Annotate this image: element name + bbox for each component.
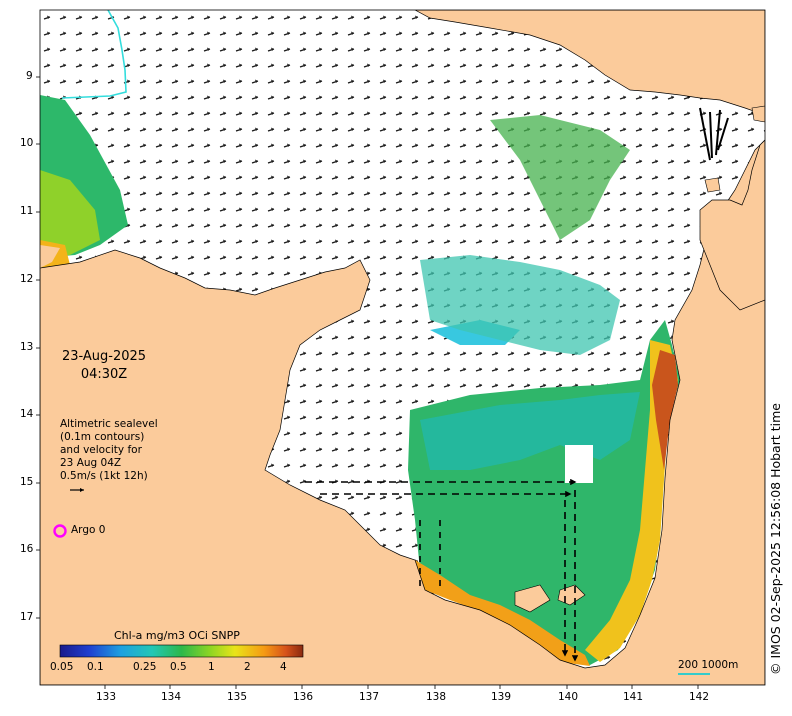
- chlorophyll-coastal-east: [585, 340, 678, 662]
- chlorophyll-central: [420, 255, 620, 355]
- lon-tick: 135: [227, 691, 248, 703]
- land-new-guinea: [414, 10, 765, 116]
- lat-tick: 9: [26, 70, 33, 82]
- velocity-legend-text: Altimetric sealevel (0.1m contours) and …: [60, 418, 158, 483]
- lon-tick: 137: [359, 691, 380, 703]
- lat-tick: 14: [20, 408, 34, 420]
- lat-tick: 11: [20, 205, 34, 217]
- lat-tick: 12: [20, 273, 34, 285]
- colorbar-tick: 0.25: [133, 661, 157, 673]
- river-line: [61, 10, 127, 99]
- argo-float-marker: [53, 524, 67, 538]
- lat-tick: 15: [20, 476, 34, 488]
- lon-tick: 142: [689, 691, 710, 703]
- lon-tick: 136: [293, 691, 314, 703]
- land-australia: [40, 139, 765, 685]
- gulf-current-arrows: [305, 478, 579, 662]
- colorbar-tick: 0.1: [87, 661, 104, 673]
- lat-tick: 13: [20, 341, 34, 353]
- colorbar-tick: 2: [244, 661, 251, 673]
- land-cape-york: [699, 139, 765, 311]
- colorbar-tick: 4: [280, 661, 287, 673]
- lat-tick: 10: [20, 137, 34, 149]
- colorbar-tick: 0.5: [170, 661, 187, 673]
- chlorophyll-high-east: [652, 350, 678, 470]
- axis-tick-marks: [36, 76, 699, 689]
- map-datetime: 23-Aug-2025 04:30Z: [60, 348, 148, 384]
- lat-tick: 17: [20, 611, 34, 623]
- legend-line: (0.1m contours): [60, 431, 145, 443]
- lon-tick: 138: [426, 691, 447, 703]
- map-date: 23-Aug-2025: [61, 349, 147, 364]
- lon-tick: 133: [96, 691, 117, 703]
- map-time: 04:30Z: [80, 367, 128, 382]
- map-frame: [39, 9, 766, 686]
- legend-line: 0.5m/s (1kt 12h): [60, 470, 148, 482]
- land-torres-island: [704, 177, 721, 193]
- lat-tick: 16: [20, 543, 34, 555]
- chlorophyll-coastal-south: [415, 560, 590, 666]
- legend-line: Altimetric sealevel: [60, 418, 158, 430]
- colorbar-title: Chl-a mg/m3 OCi SNPP: [114, 629, 240, 642]
- land-mornington-island: [514, 584, 551, 613]
- chlorophyll-colorbar: [59, 644, 304, 658]
- lon-tick: 141: [623, 691, 644, 703]
- cloud-gap: [565, 445, 593, 483]
- chlorophyll-arafura: [490, 115, 630, 240]
- legend-velocity-arrow: [70, 488, 84, 492]
- scale-bar-label: 200 1000m: [678, 659, 739, 671]
- lon-tick: 140: [558, 691, 579, 703]
- legend-line: 23 Aug 04Z: [60, 457, 122, 469]
- legend-line: and velocity for: [60, 444, 142, 456]
- argo-label: Argo 0: [71, 524, 106, 536]
- land-island-ne: [751, 105, 765, 123]
- colorbar-tick: 0.05: [50, 661, 74, 673]
- lon-tick: 139: [491, 691, 512, 703]
- chlorophyll-west-bright: [40, 170, 100, 255]
- colorbar-tick: 1: [208, 661, 215, 673]
- imos-credit: © IMOS 02-Sep-2025 12:56:08 Hobart time: [768, 403, 783, 675]
- land-west-tip: [40, 245, 60, 268]
- lon-tick: 134: [161, 691, 182, 703]
- torres-strait-arrows: [699, 107, 729, 161]
